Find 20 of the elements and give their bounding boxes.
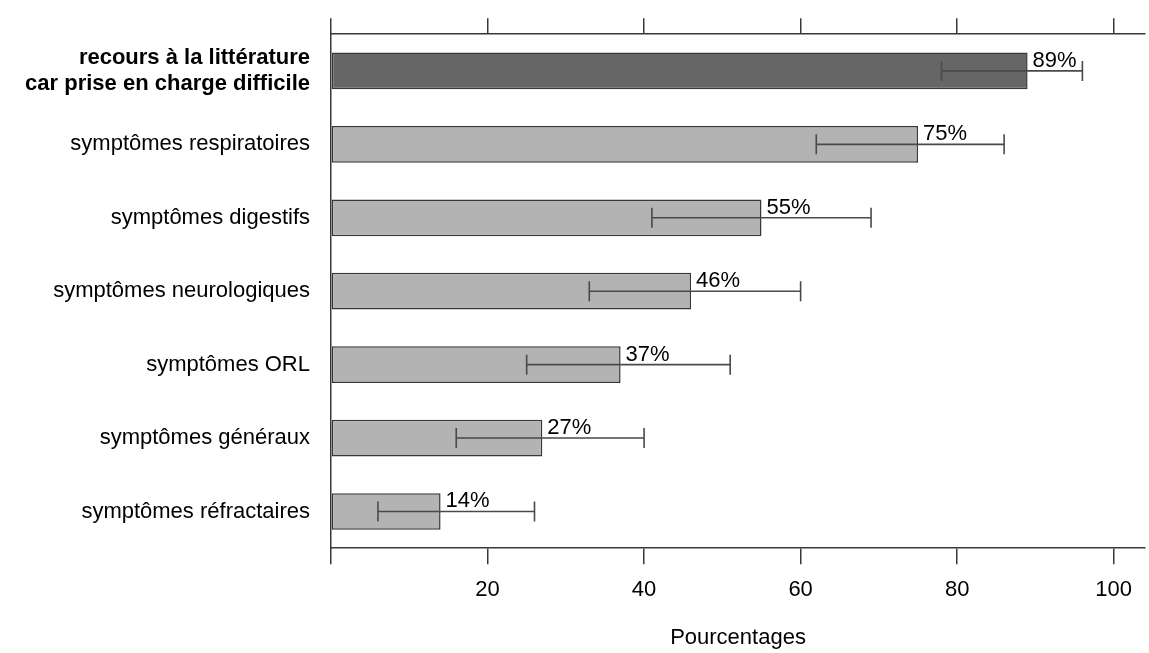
y-tick-label: recours à la littérature car prise en charge difficile	[25, 43, 310, 96]
x-tick-label: 100	[1095, 576, 1133, 602]
x-tick-label: 60	[788, 576, 813, 602]
y-tick-label: symptômes neurologiques	[53, 277, 310, 303]
y-tick-label: symptômes généraux	[99, 424, 310, 450]
x-axis-title: Pourcentages	[670, 623, 806, 649]
data-label: 89%	[1032, 46, 1077, 72]
data-label: 75%	[923, 120, 968, 146]
y-tick-label: symptômes réfractaires	[81, 497, 310, 523]
y-tick-label: symptômes digestifs	[110, 203, 310, 229]
data-label: 37%	[625, 340, 670, 366]
data-label: 46%	[696, 267, 741, 293]
y-tick-label: symptômes ORL	[146, 350, 310, 376]
data-label: 55%	[766, 193, 811, 219]
data-label: 27%	[547, 414, 592, 440]
data-label: 14%	[445, 487, 490, 513]
y-tick-label: symptômes respiratoires	[70, 130, 310, 156]
x-tick-label: 20	[475, 576, 500, 602]
x-tick-label: 80	[944, 576, 970, 602]
x-tick-label: 40	[631, 576, 657, 602]
